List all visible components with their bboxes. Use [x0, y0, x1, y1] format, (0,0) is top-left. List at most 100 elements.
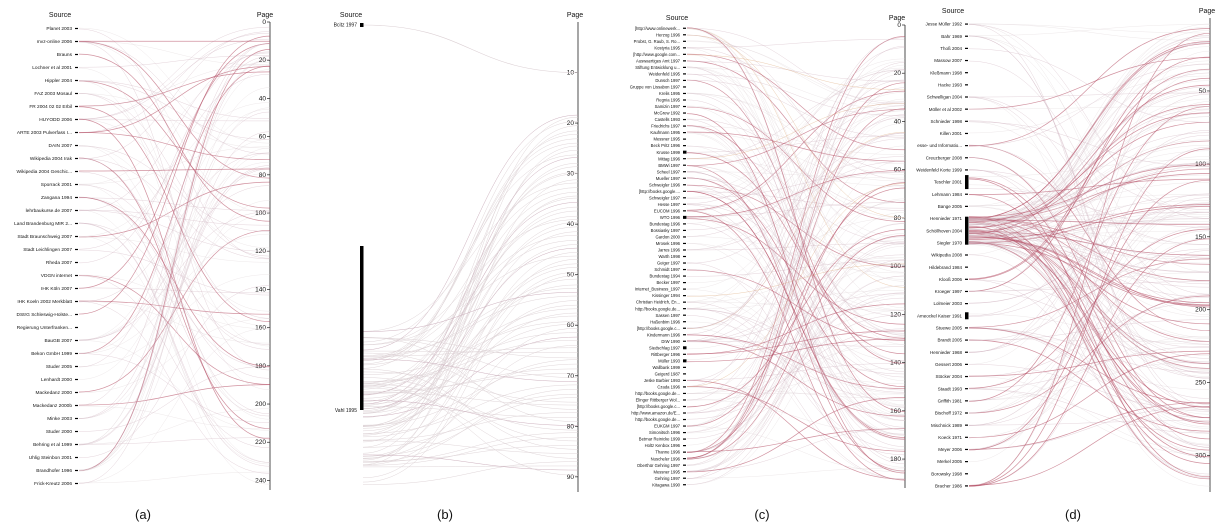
- source-page-link: [78, 213, 271, 419]
- source-page-link: [362, 231, 579, 436]
- source-page-link: [686, 177, 906, 421]
- source-page-link: [968, 116, 1211, 241]
- source-mark: [75, 378, 78, 381]
- panel-caption: (b): [437, 507, 453, 522]
- source-page-link: [968, 211, 1211, 219]
- source-page-link: [968, 159, 1211, 178]
- source-label: lehrbaukurse.de 2007: [26, 208, 73, 214]
- source-mark: [75, 209, 78, 212]
- source-page-link: [78, 102, 271, 237]
- source-page-link: [686, 73, 906, 117]
- source-page-link: [968, 70, 1211, 207]
- page-tick-label: 0: [897, 22, 901, 29]
- source-page-link: [362, 388, 579, 463]
- source-page-link: [686, 263, 906, 360]
- source-page-link: [686, 428, 906, 453]
- source-page-link: [362, 321, 579, 375]
- source-mark: [75, 339, 78, 342]
- source-label: Lochner et al 2001: [32, 65, 72, 71]
- source-page-link: [686, 99, 906, 362]
- source-page-link: [968, 96, 1211, 306]
- source-label: Messner 1995: [653, 137, 680, 142]
- page-header: Page: [567, 12, 583, 19]
- source-page-link: [968, 134, 1211, 317]
- source-page-link: [968, 30, 1211, 235]
- source-label: Möller et al 2002: [929, 107, 963, 112]
- source-label: Schweigler 1996: [649, 182, 681, 187]
- source-mark: [683, 484, 686, 486]
- source-mark: [683, 138, 686, 140]
- source-label: Kleßmann 1998: [930, 70, 962, 75]
- source-page-link: [968, 242, 1211, 306]
- source-page-link: [968, 97, 1211, 379]
- source-page-link: [686, 243, 906, 479]
- source-page-link: [968, 24, 1211, 448]
- page-tick-label: 20: [894, 70, 902, 77]
- source-page-link: [968, 37, 1211, 245]
- source-page-link: [686, 27, 906, 412]
- source-page-link: [362, 278, 579, 409]
- source-label: BauGB 2007: [45, 338, 73, 344]
- source-label: Thanne 1996: [655, 450, 680, 455]
- source-page-link: [968, 169, 1211, 374]
- source-page-link: [362, 255, 579, 346]
- source-page-link: [968, 244, 1211, 454]
- source-page-link: [686, 110, 906, 290]
- source-label: ARTE 2003 Pulverfass I...: [17, 130, 72, 136]
- source-mark: [965, 303, 968, 305]
- source-page-link: [362, 266, 579, 432]
- source-label: VDGN internet: [41, 273, 73, 279]
- source-page-link: [78, 69, 271, 445]
- source-page-link: [78, 209, 271, 485]
- source-page-link: [968, 220, 1211, 245]
- source-page-link: [686, 170, 906, 218]
- source-page-link: [686, 338, 906, 363]
- source-page-link: [968, 294, 1211, 426]
- source-label: Mittag 1996: [658, 156, 681, 161]
- source-label: Hippler 2004: [45, 78, 73, 84]
- source-label: Dunsch 1997: [655, 78, 680, 83]
- source-page-link: [78, 235, 271, 465]
- source-page-link: [362, 358, 579, 382]
- source-page-link: [78, 59, 271, 471]
- source-page-link: [78, 185, 271, 341]
- source-mark: [683, 34, 686, 36]
- source-page-link: [362, 258, 579, 479]
- source-label: Weidenfeld 1995: [649, 72, 681, 77]
- source-page-link: [78, 318, 271, 393]
- source-mark: [683, 171, 686, 173]
- page-header: Page: [1199, 8, 1215, 15]
- source-label: Gehring 1997: [655, 476, 681, 481]
- source-label: Jarres 1996: [658, 248, 681, 253]
- source-label: Hennieder 1968: [930, 350, 963, 355]
- page-tick-label: 80: [567, 423, 575, 430]
- source-label: Mackedanz 2000: [35, 390, 72, 396]
- source-page-link: [968, 60, 1211, 232]
- source-page-link: [362, 312, 579, 427]
- source-label: Bcitz 1997: [334, 23, 358, 29]
- source-page-link: [968, 194, 1211, 207]
- source-page-link: [968, 41, 1211, 292]
- source-mark: [75, 391, 78, 394]
- source-page-link: [78, 73, 271, 250]
- source-page-link: [686, 340, 906, 417]
- source-page-link: [78, 161, 271, 354]
- source-page-link: [78, 26, 271, 120]
- source-mark: [683, 242, 686, 245]
- source-label: Geiger 1997: [657, 261, 681, 266]
- source-label: Wikipedia 2008: [931, 253, 962, 258]
- source-page-link: [968, 28, 1211, 147]
- source-mark: [683, 301, 686, 303]
- source-page-link: [968, 121, 1211, 167]
- source-page-link: [686, 171, 906, 372]
- source-page-link: [78, 132, 271, 161]
- source-label: Klooß 2006: [939, 277, 963, 282]
- source-mark: [965, 388, 968, 390]
- source-mark: [965, 461, 968, 463]
- links: [968, 23, 1211, 487]
- page-tick-label: 150: [1195, 234, 1206, 241]
- source-page-link: [78, 61, 271, 186]
- source-page-link: [78, 196, 271, 379]
- source-mark: [683, 295, 686, 297]
